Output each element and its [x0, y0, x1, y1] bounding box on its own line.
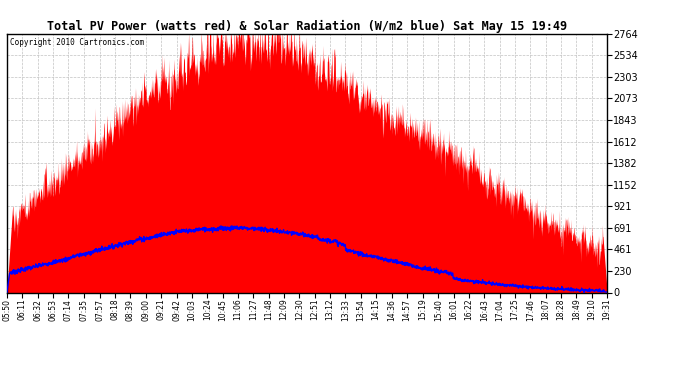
Text: Copyright 2010 Cartronics.com: Copyright 2010 Cartronics.com	[10, 38, 144, 46]
Title: Total PV Power (watts red) & Solar Radiation (W/m2 blue) Sat May 15 19:49: Total PV Power (watts red) & Solar Radia…	[47, 20, 567, 33]
